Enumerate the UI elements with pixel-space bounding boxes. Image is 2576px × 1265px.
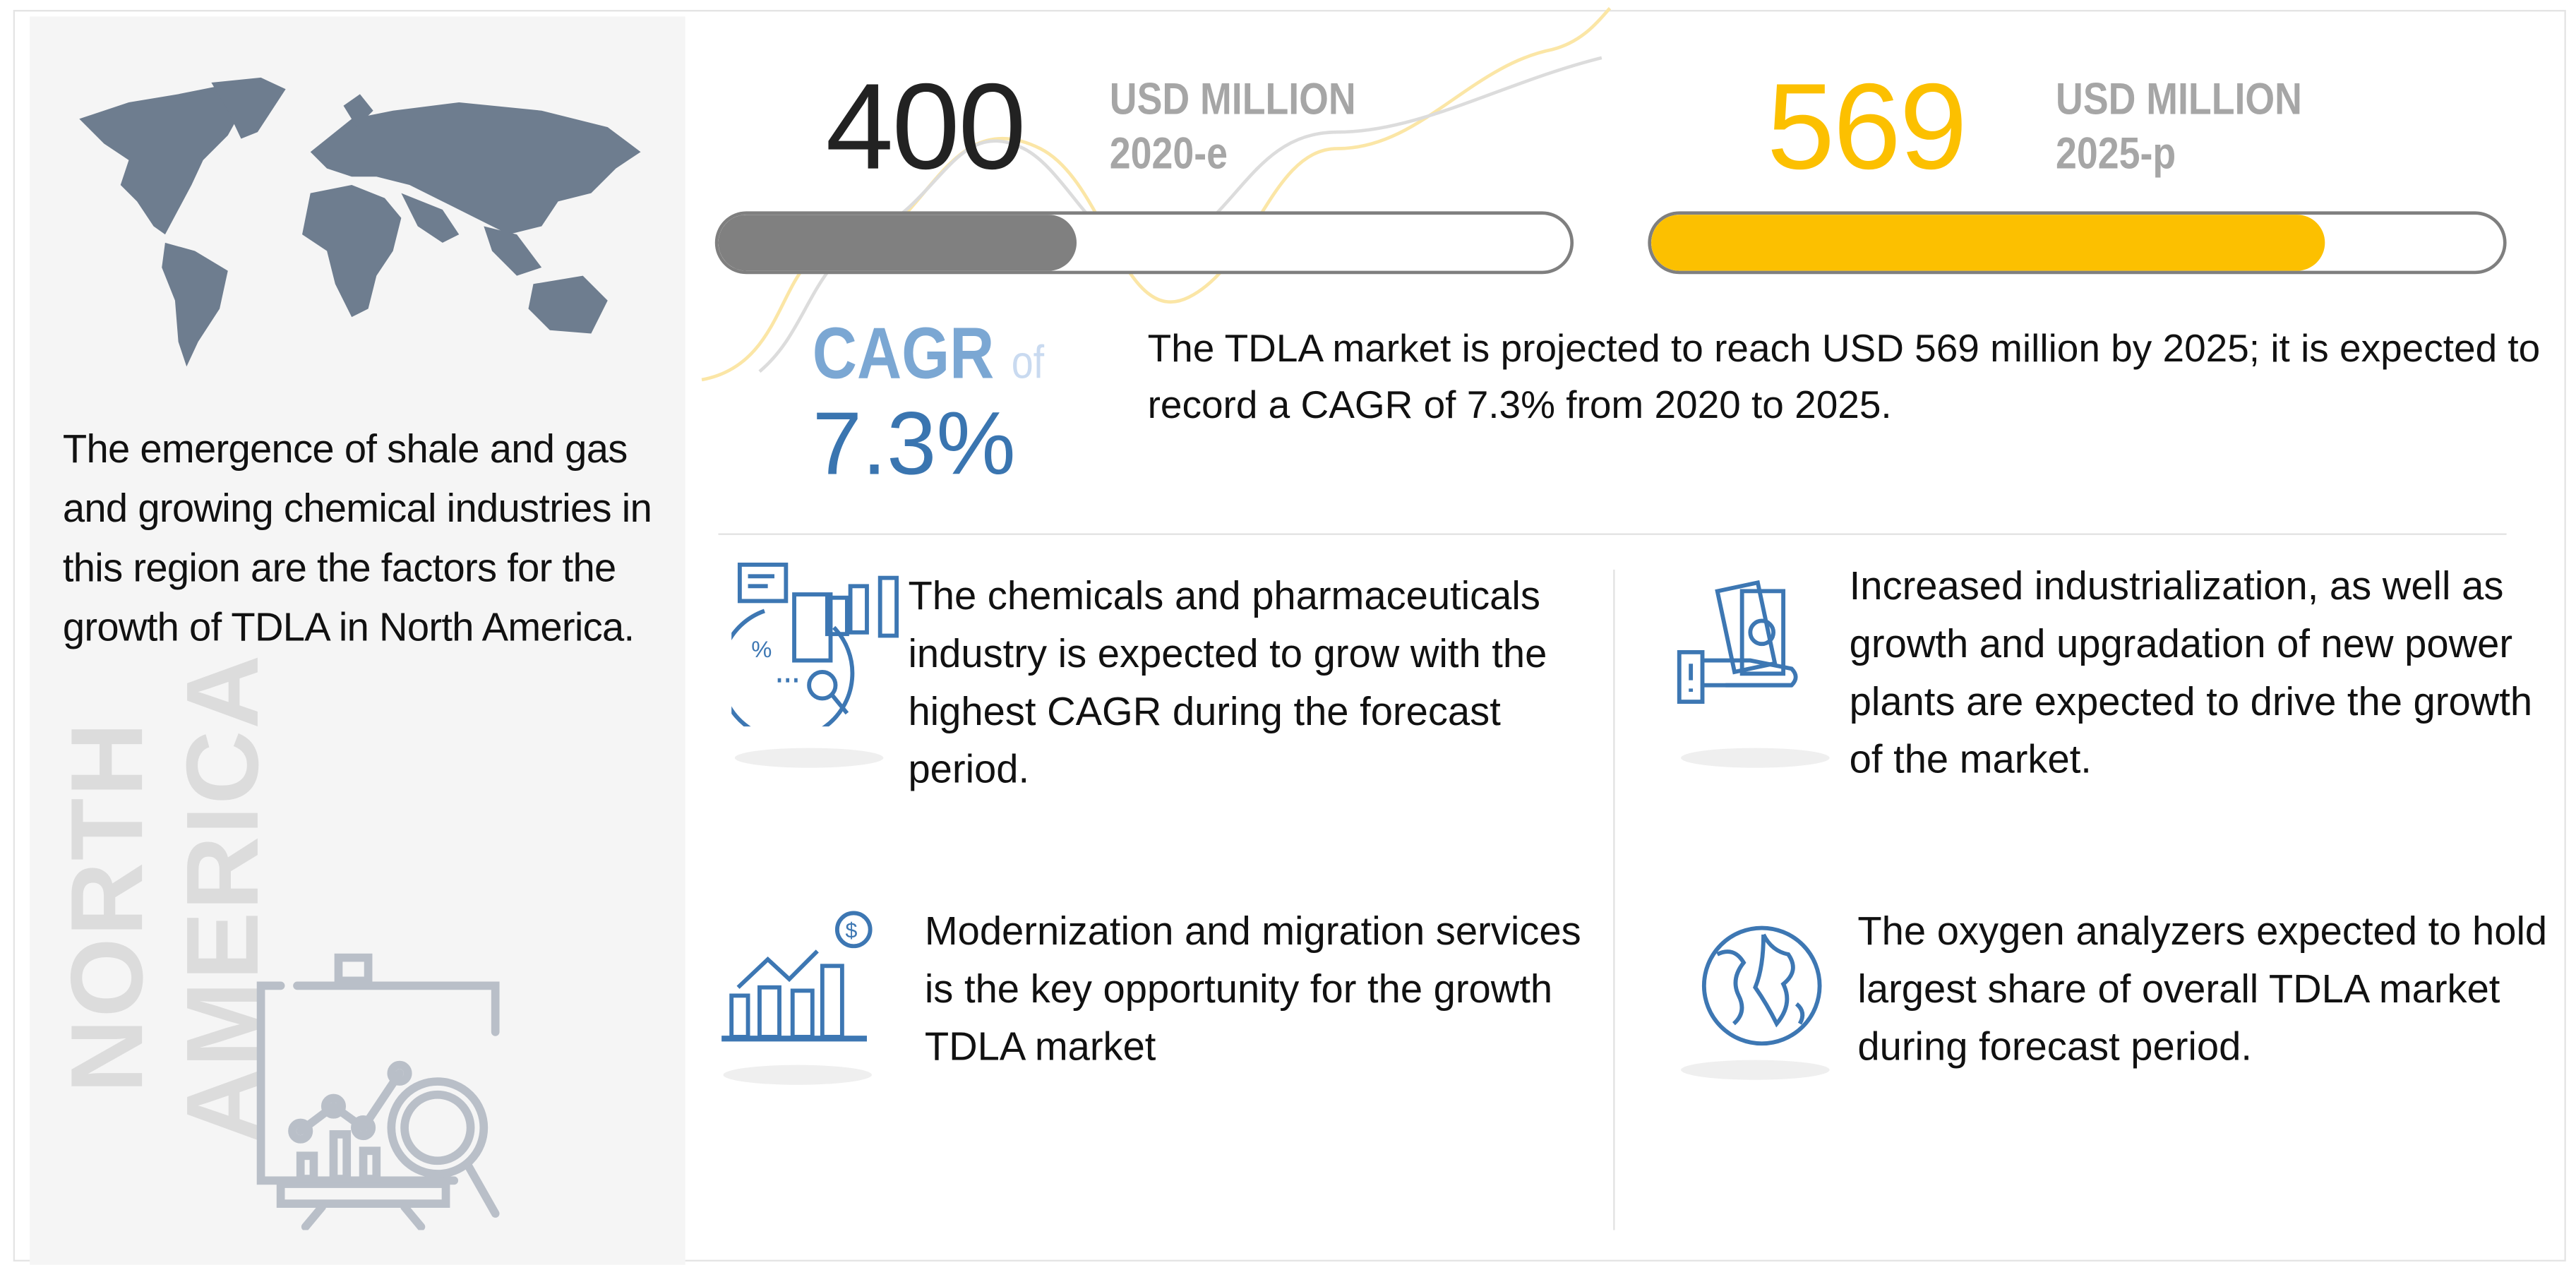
icon-shadow: [734, 748, 884, 768]
money-hand-icon: [1677, 580, 1798, 704]
current-value-bar: [714, 211, 1574, 275]
cagr-text: CAGR: [812, 313, 995, 395]
insight-text: Modernization and migration services is …: [924, 909, 1581, 1070]
insight-text: The chemicals and pharmaceuticals indust…: [908, 574, 1547, 793]
cagr-value: 7.3%: [812, 395, 1016, 494]
projected-unit: USD MILLION: [2056, 74, 2302, 124]
svg-text:%: %: [751, 636, 772, 662]
icon-shadow: [1681, 748, 1830, 768]
insight-text: The oxygen analyzers expected to hold la…: [1857, 909, 2548, 1070]
projected-value-bar: [1648, 211, 2507, 275]
svg-text:$: $: [846, 919, 858, 943]
projected-market-value: 569: [1766, 57, 1967, 196]
cagr-label: CAGR of: [813, 313, 1044, 396]
icon-shadow: [1681, 1060, 1830, 1080]
market-summary: The TDLA market is projected to reach US…: [1147, 327, 2541, 426]
current-value-bar-fill: [718, 215, 1077, 271]
cagr-of: of: [1011, 337, 1045, 388]
projected-value-bar-fill: [1651, 215, 2325, 271]
section-divider: [718, 533, 2507, 535]
column-divider: [1613, 569, 1615, 1230]
region-label-north: NORTH: [51, 721, 165, 1093]
current-year: 2020-e: [1109, 128, 1228, 179]
insight-text: Increased industrialization, as well as …: [1849, 564, 2533, 783]
infographic-frame: [13, 10, 2566, 1261]
current-market-value: 400: [825, 57, 1026, 196]
current-unit: USD MILLION: [1109, 74, 1356, 124]
presentation-analysis-icon: [256, 953, 500, 1230]
growth-chart-dollar-icon: $: [721, 911, 873, 1042]
globe-icon: [1701, 925, 1822, 1046]
projected-year: 2025-p: [2056, 128, 2176, 179]
icon-shadow: [723, 1065, 872, 1085]
world-map-icon: [79, 77, 641, 367]
chart-analysis-icon: %: [731, 563, 899, 727]
region-description: The emergence of shale and gas and growi…: [62, 427, 652, 651]
